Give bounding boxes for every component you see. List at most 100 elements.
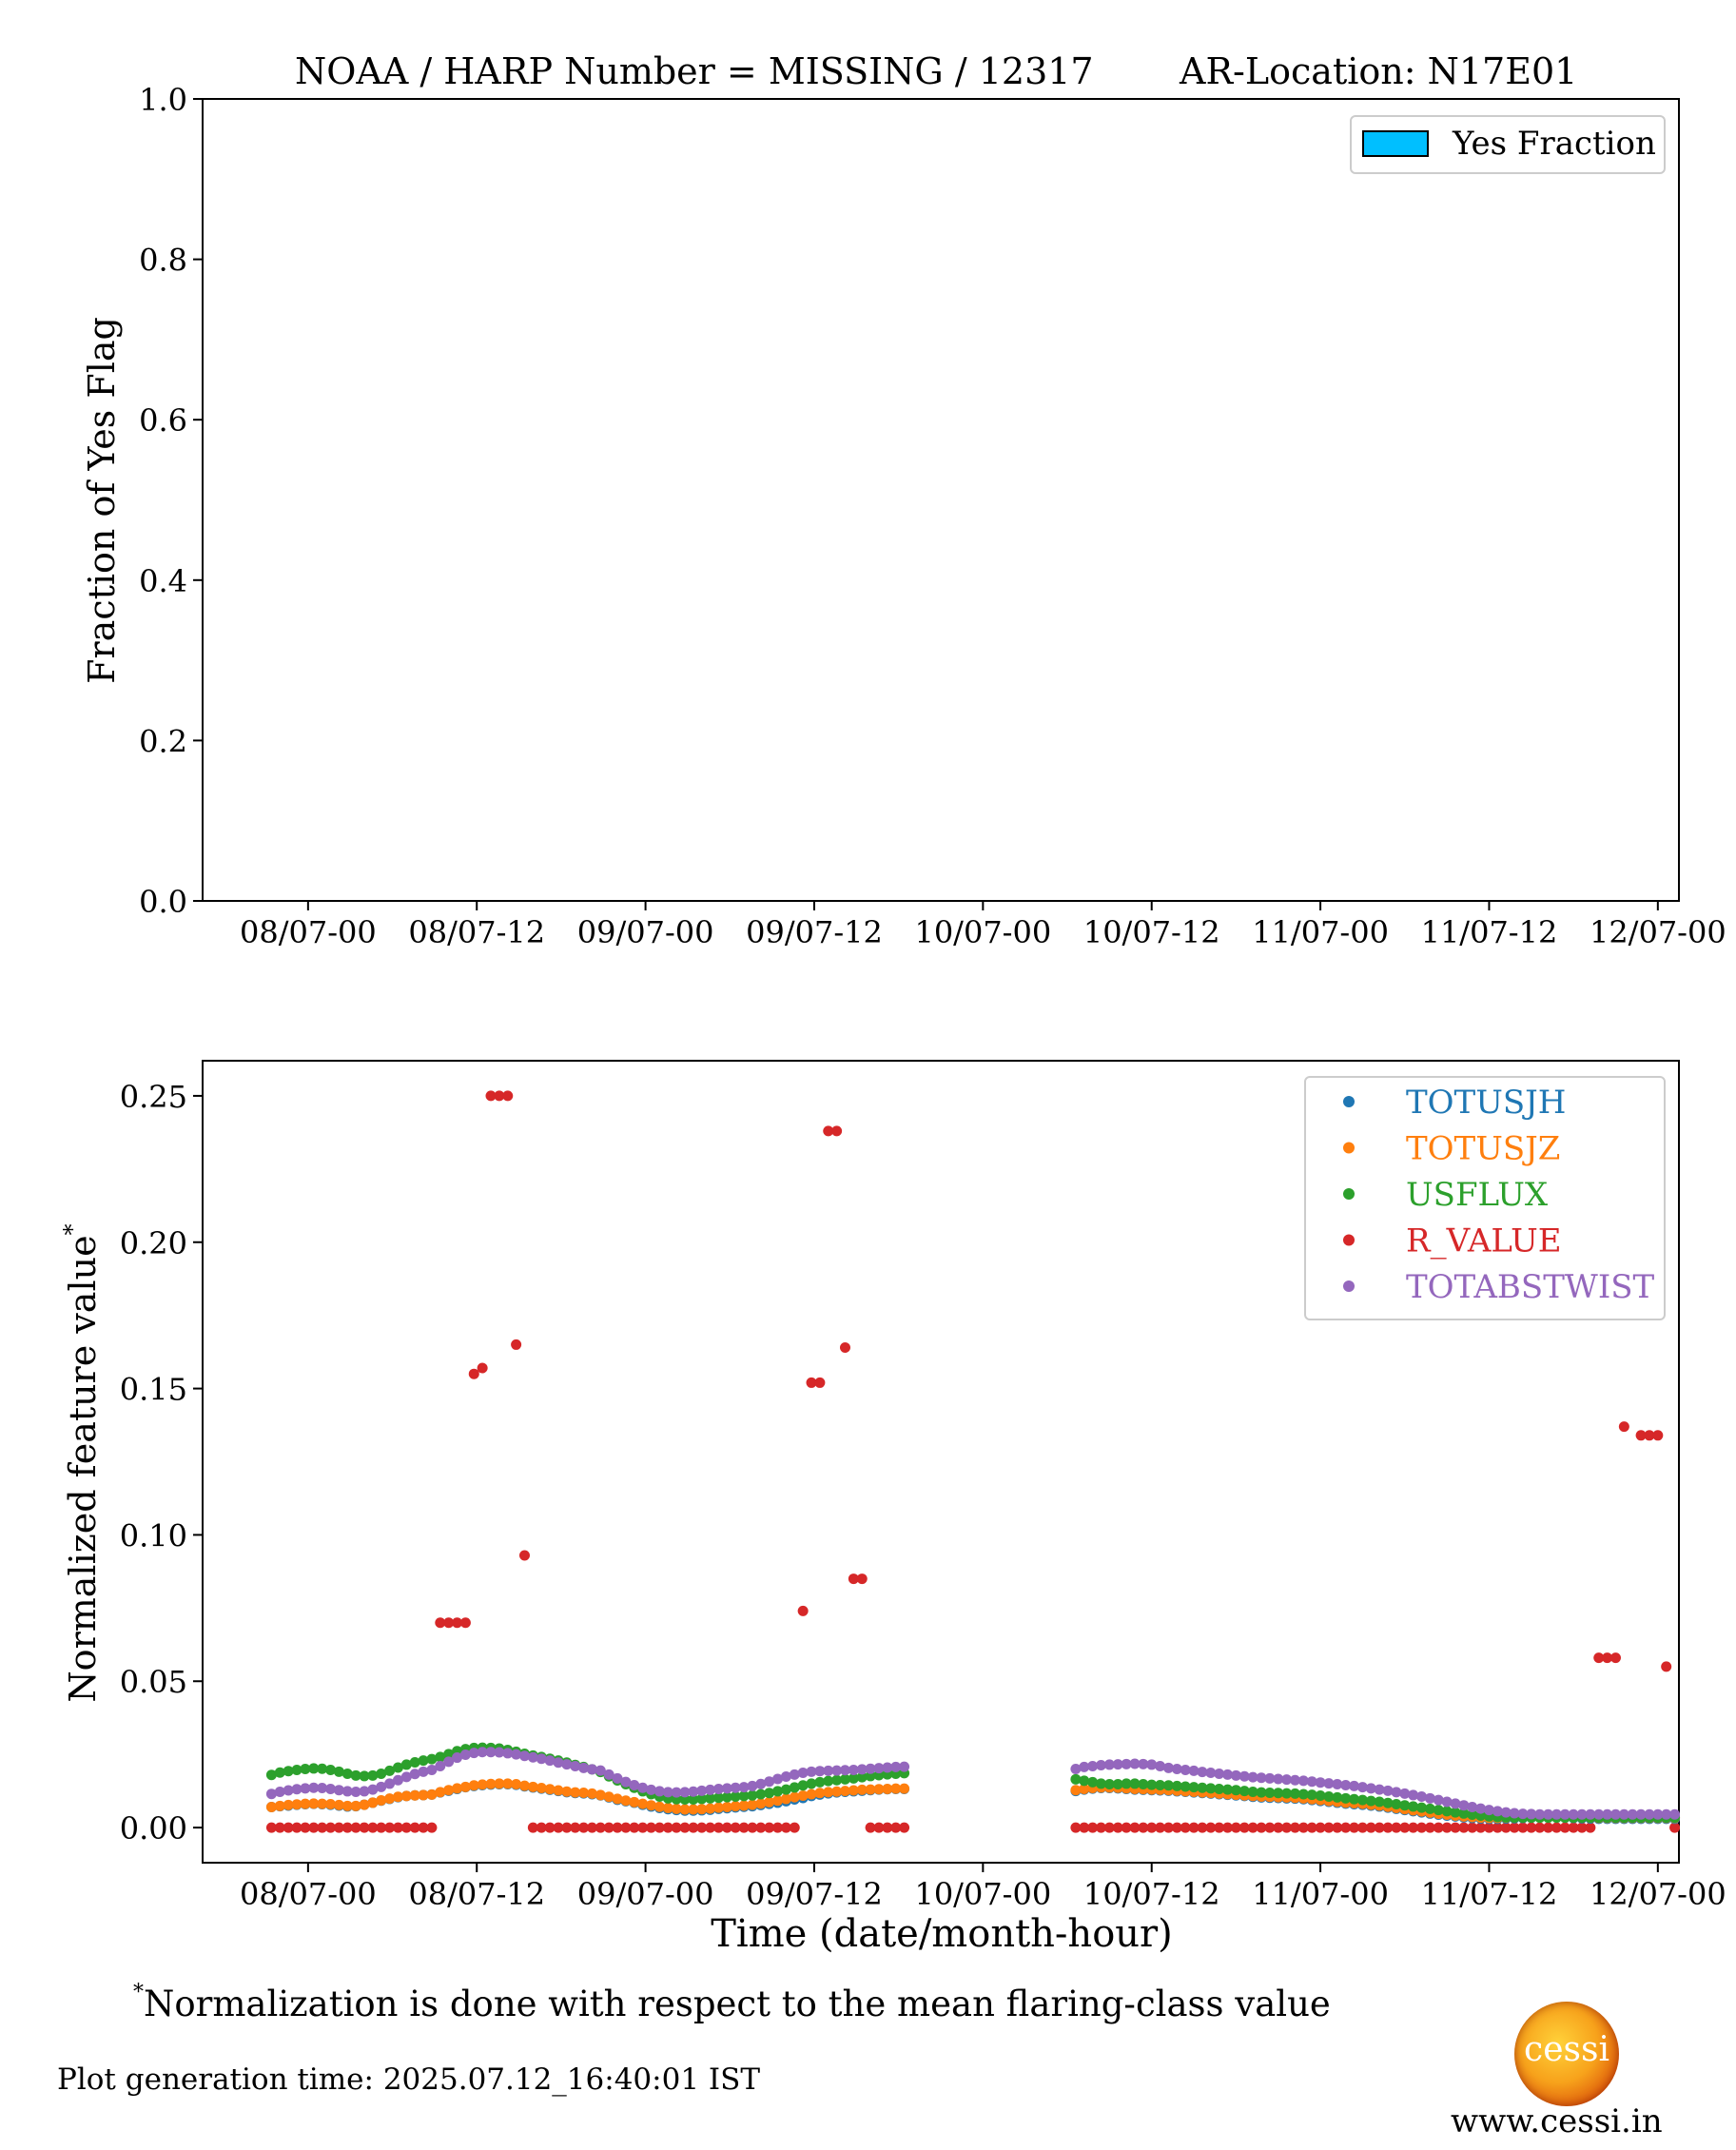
r-value-point: [1273, 1822, 1284, 1833]
totusjz-point: [265, 1802, 277, 1813]
totusjz-point: [468, 1780, 479, 1791]
r-value-point: [823, 1125, 834, 1137]
totabstwist-point: [899, 1761, 910, 1772]
usflux-point: [1112, 1779, 1123, 1790]
r-value-point: [1374, 1822, 1385, 1833]
r-value-point: [359, 1822, 370, 1833]
totabstwist-point: [712, 1783, 724, 1794]
r-value-point: [1188, 1822, 1200, 1833]
usflux-point: [359, 1770, 370, 1782]
top-x-tick-label: 11/07-00: [1252, 914, 1389, 950]
totusjz-point: [1079, 1783, 1090, 1794]
r-value-point: [452, 1617, 463, 1629]
r-value-point: [1492, 1822, 1503, 1833]
usflux-point: [1162, 1780, 1174, 1791]
totabstwist-point: [1365, 1783, 1376, 1794]
totabstwist-point: [1374, 1784, 1385, 1795]
totusjz-point: [839, 1786, 850, 1797]
r-value-point: [1340, 1822, 1352, 1833]
totusjz-point: [671, 1803, 682, 1814]
usflux-point: [1214, 1783, 1225, 1794]
top-x-tick-label: 08/07-12: [408, 914, 545, 950]
usflux-point: [814, 1776, 826, 1788]
totabstwist-point: [738, 1782, 750, 1793]
usflux-point: [1197, 1782, 1208, 1793]
usflux-point: [1103, 1779, 1115, 1790]
bottom-legend: TOTUSJH TOTUSJZ USFLUX R_VALUE TOTABSTWIST: [1304, 1076, 1666, 1320]
bottom-y-axis-label-star: *: [59, 1223, 86, 1235]
totabstwist-point: [595, 1765, 606, 1776]
cessi-logo-text: cessi: [1524, 2030, 1609, 2069]
totusjz-point: [831, 1786, 843, 1797]
totabstwist-point: [848, 1764, 859, 1775]
r-value-point: [511, 1339, 522, 1350]
totabstwist-point: [1433, 1794, 1444, 1806]
usflux-point: [1289, 1788, 1300, 1799]
totabstwist-point: [1593, 1808, 1605, 1820]
totusjz-point: [662, 1802, 673, 1813]
totabstwist-point: [705, 1784, 716, 1795]
totabstwist-point: [1264, 1772, 1276, 1784]
totabstwist-point: [1112, 1759, 1123, 1770]
usflux-point: [1424, 1803, 1435, 1814]
totabstwist-point: [1609, 1808, 1621, 1820]
r-value-point: [1239, 1822, 1250, 1833]
usflux-point: [797, 1780, 809, 1791]
usflux-point: [1349, 1793, 1360, 1805]
totusjz-point: [848, 1785, 859, 1796]
r-value-point: [553, 1822, 564, 1833]
usflux-point: [1391, 1798, 1402, 1809]
usflux-point: [443, 1749, 455, 1760]
r-value-point: [1323, 1822, 1335, 1833]
r-value-point: [1526, 1822, 1537, 1833]
totusjz-point: [376, 1794, 387, 1806]
usflux-point: [1138, 1779, 1149, 1790]
totabstwist-point: [1602, 1808, 1613, 1820]
totusjz-point: [561, 1786, 573, 1797]
r-value-point: [1297, 1822, 1309, 1833]
usflux-point: [1458, 1808, 1470, 1819]
totusjz-point: [317, 1798, 328, 1809]
top-y-axis-label: Fraction of Yes Flag: [81, 317, 123, 684]
totabstwist-point: [1391, 1787, 1402, 1798]
r-value-point: [1349, 1822, 1360, 1833]
usflux-point: [1222, 1784, 1234, 1795]
totabstwist-point: [1096, 1760, 1107, 1771]
totabstwist-point: [1618, 1808, 1629, 1820]
totabstwist-point: [1205, 1768, 1217, 1779]
r-value-point: [688, 1822, 699, 1833]
website-link[interactable]: www.cessi.in: [1451, 2102, 1663, 2140]
r-value-point: [1256, 1822, 1267, 1833]
r-value-point: [1138, 1822, 1149, 1833]
usflux-point: [1070, 1773, 1082, 1785]
r-value-point: [1559, 1822, 1570, 1833]
top-y-tick-label: 0.8: [139, 243, 187, 279]
totabstwist-point: [1281, 1774, 1293, 1786]
legend-marker-r-value: [1343, 1234, 1355, 1246]
totabstwist-point: [1669, 1808, 1681, 1820]
r-value-point: [1315, 1822, 1326, 1833]
totabstwist-point: [653, 1786, 665, 1797]
r-value-point: [1103, 1822, 1115, 1833]
usflux-point: [1129, 1778, 1141, 1789]
r-value-point: [435, 1617, 446, 1629]
r-value-point: [662, 1822, 673, 1833]
r-value-point: [1306, 1822, 1317, 1833]
r-value-point: [1087, 1822, 1099, 1833]
usflux-point: [772, 1786, 784, 1797]
r-value-point: [485, 1090, 497, 1102]
bottom-y-tick-label: 0.05: [120, 1664, 187, 1700]
r-value-point: [839, 1342, 850, 1354]
totabstwist-point: [418, 1766, 429, 1777]
bottom-y-tick-label: 0.20: [120, 1225, 187, 1261]
usflux-point: [1180, 1781, 1191, 1792]
totabstwist-point: [679, 1787, 691, 1798]
totabstwist-point: [620, 1776, 632, 1788]
totabstwist-point: [890, 1761, 902, 1772]
totabstwist-point: [1087, 1760, 1099, 1771]
totabstwist-point: [443, 1756, 455, 1768]
r-value-point: [291, 1822, 302, 1833]
r-value-point: [1585, 1822, 1596, 1833]
r-value-point: [317, 1822, 328, 1833]
totusjz-point: [485, 1778, 497, 1789]
